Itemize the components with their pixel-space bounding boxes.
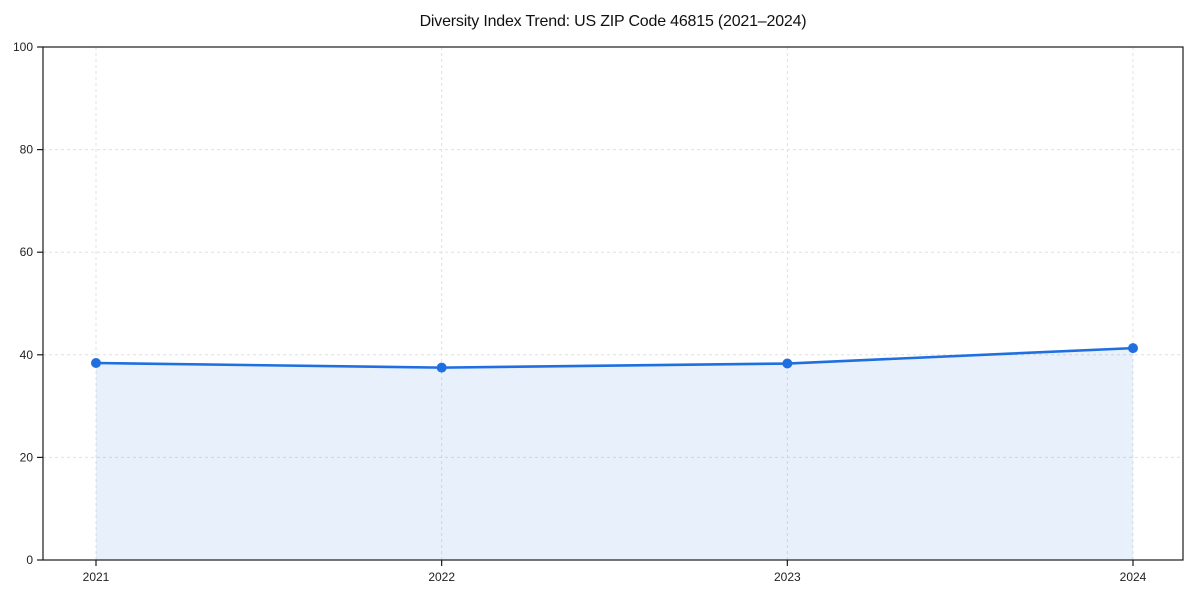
trend-line: [94, 346, 1135, 369]
data-point-2023: [782, 358, 793, 369]
x-tick-label: 2024: [1120, 570, 1147, 584]
x-tick-label: 2022: [428, 570, 455, 584]
chart-title: Diversity Index Trend: US ZIP Code 46815…: [419, 13, 807, 30]
area-fill: [96, 348, 1133, 560]
y-tick-label: 60: [20, 245, 34, 259]
y-tick-label: 100: [13, 40, 33, 54]
x-tick-label: 2023: [774, 570, 801, 584]
y-tick-label: 20: [20, 450, 34, 464]
data-point-2024: [1128, 343, 1138, 354]
y-tick-label: 0: [26, 553, 33, 567]
y-tick-label: 80: [20, 143, 34, 157]
x-tick-labels: 2021 2022 2023 2024: [83, 570, 1147, 584]
y-tick-label: 40: [20, 348, 34, 362]
data-point-2021: [91, 358, 101, 369]
plot-border: [42, 46, 1184, 561]
y-tick-labels: 0 20 40 60 80 100: [13, 40, 33, 567]
data-points: [91, 343, 1138, 373]
data-point-2022: [436, 362, 447, 373]
axis-ticks: [37, 46, 1134, 566]
x-tick-label: 2021: [83, 570, 110, 584]
